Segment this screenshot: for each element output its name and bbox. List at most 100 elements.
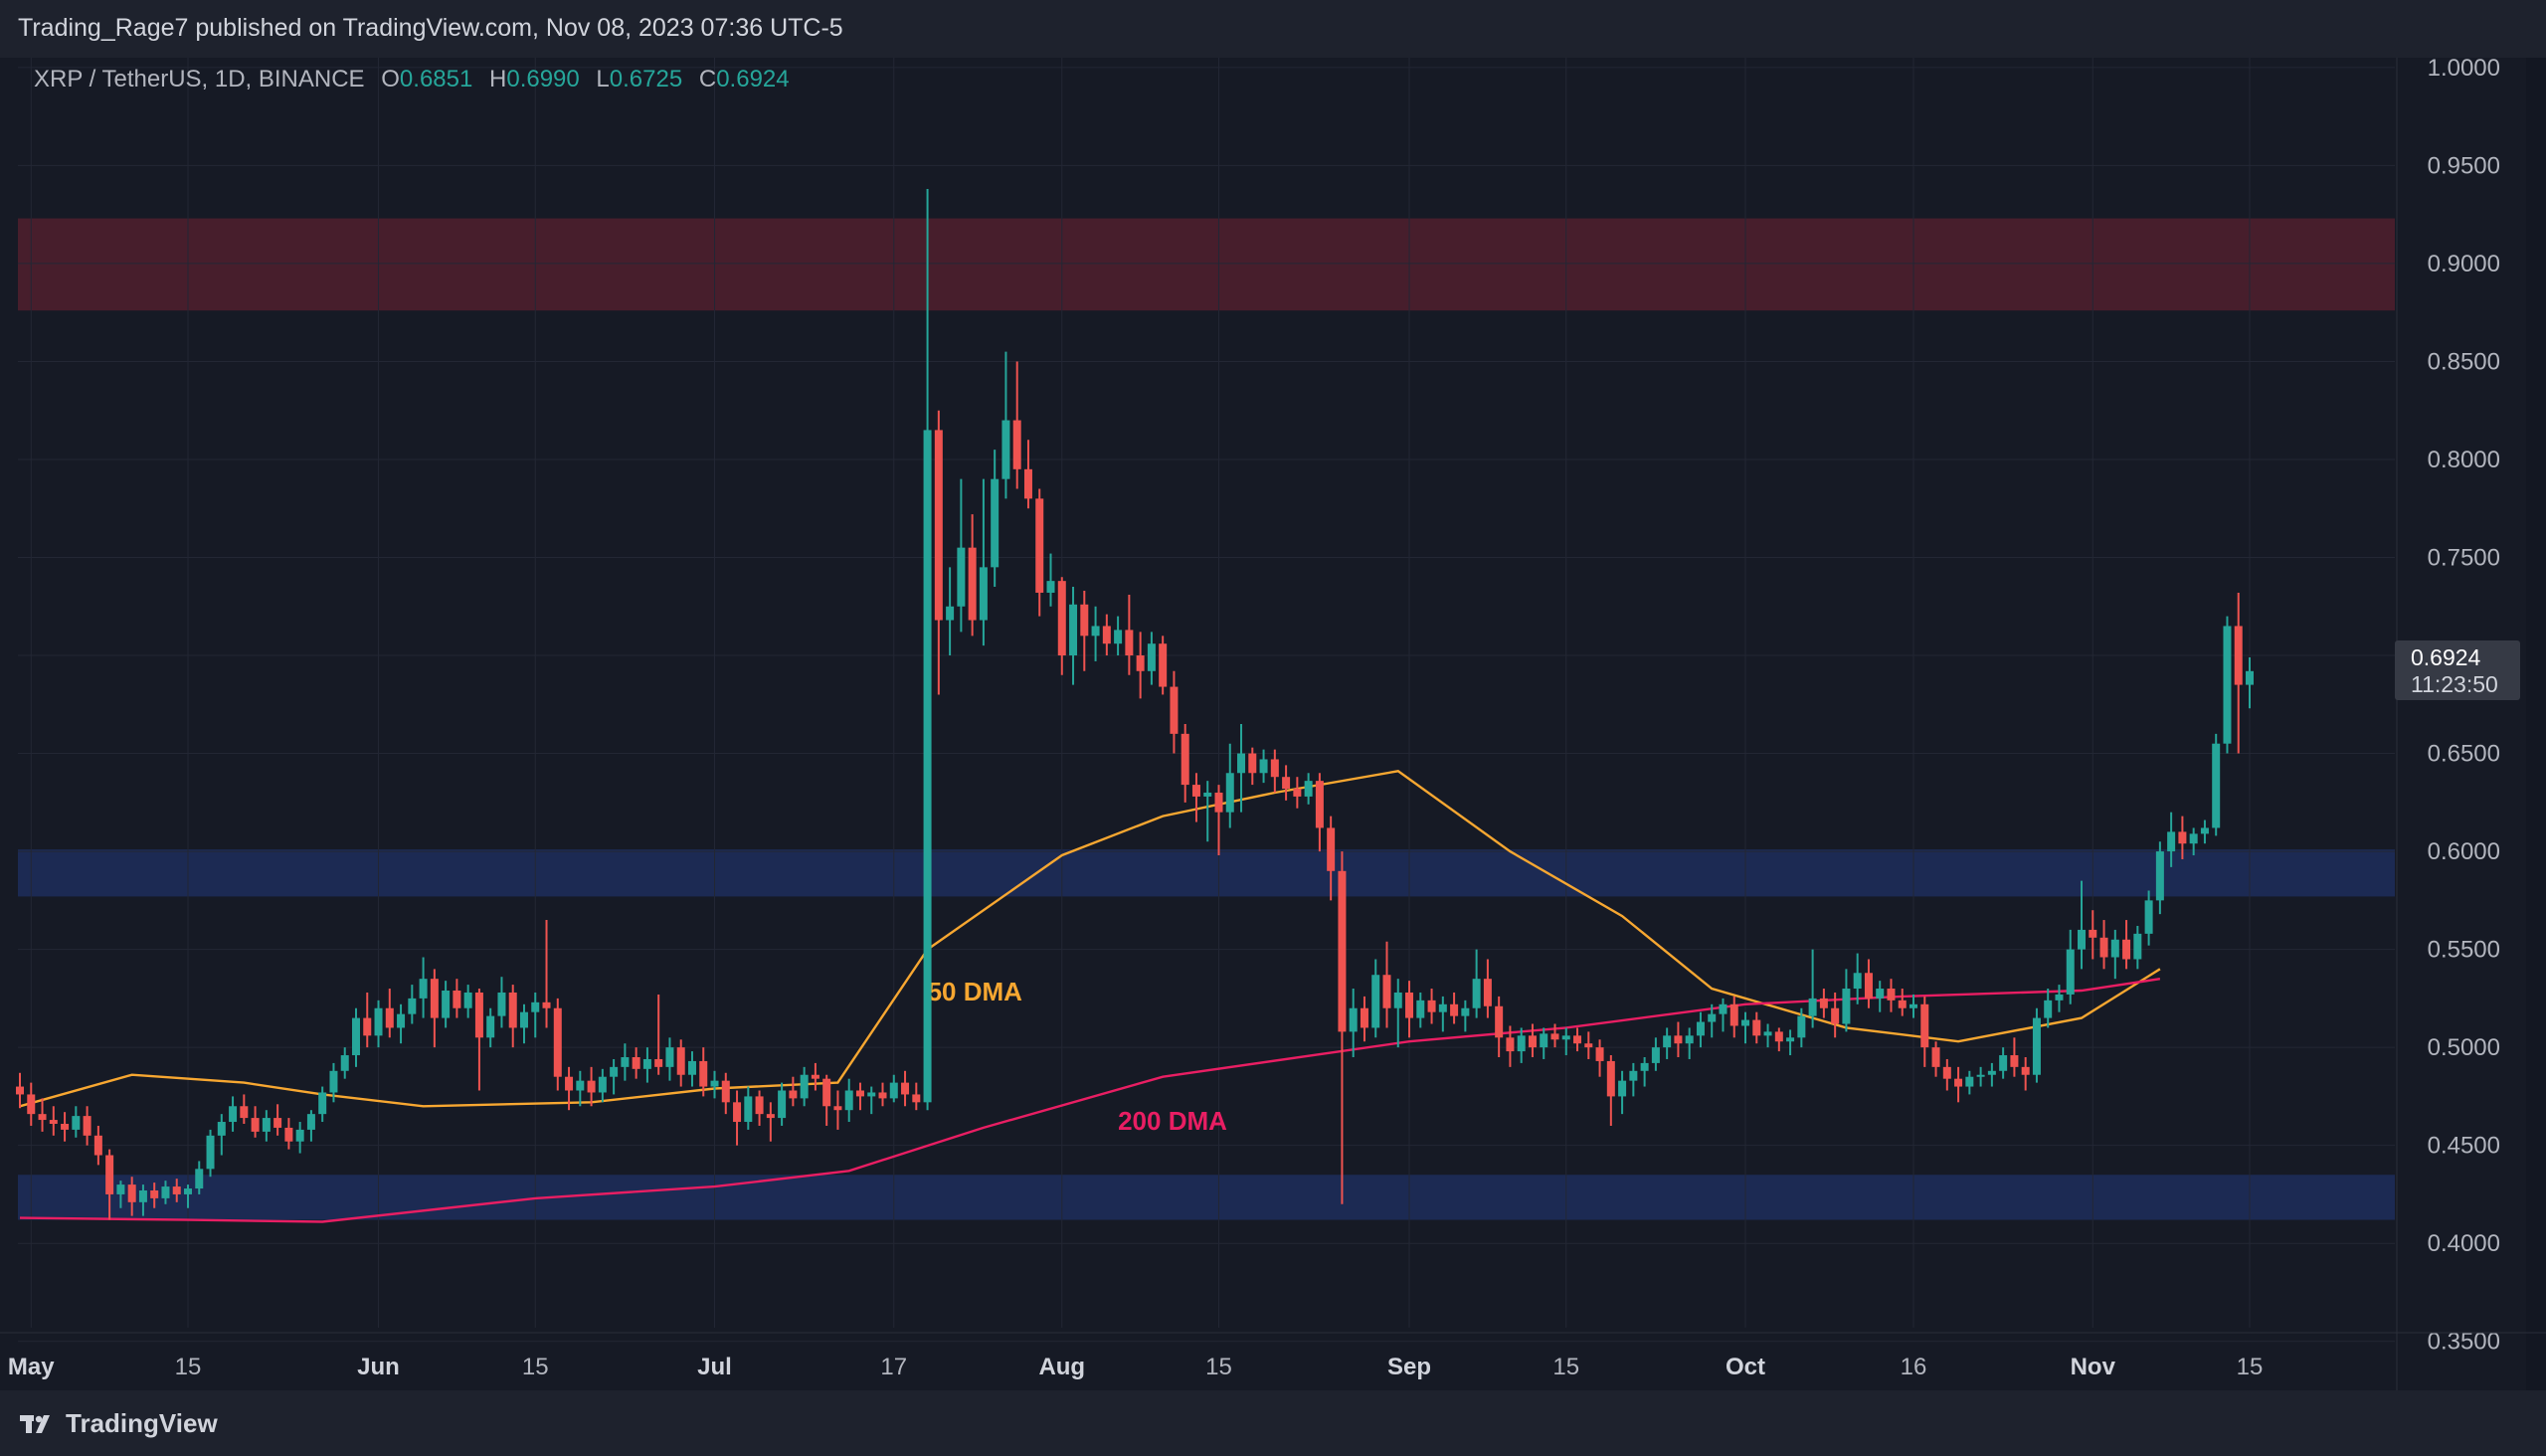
low-label: L <box>596 66 610 92</box>
y-tick-label: 0.8000 <box>2428 447 2500 473</box>
candle-body <box>1819 998 1828 1008</box>
candle-body <box>1987 1070 1996 1075</box>
candle-body <box>687 1060 696 1075</box>
candle-body <box>172 1186 181 1194</box>
candle-body <box>1774 1031 1783 1042</box>
candle-body <box>844 1090 853 1111</box>
candle-body <box>1842 989 1851 1024</box>
support-zone-1 <box>18 849 2395 897</box>
candle-body <box>1114 630 1123 644</box>
candle-body <box>1102 626 1111 644</box>
candle-body <box>1191 785 1200 797</box>
y-tick-label: 0.9000 <box>2428 251 2500 277</box>
candle-body <box>946 606 955 621</box>
y-tick-label: 0.5000 <box>2428 1034 2500 1061</box>
candle-body <box>318 1092 327 1115</box>
candle-body <box>519 1011 528 1028</box>
close-label: C <box>698 66 717 92</box>
candle-body <box>1797 1015 1806 1038</box>
x-tick-label: Nov <box>2071 1354 2116 1380</box>
bar-countdown: 11:23:50 <box>2411 671 2498 697</box>
candle-body <box>442 991 451 1018</box>
candle-body <box>2200 827 2209 834</box>
50-dma-line <box>19 770 2161 1108</box>
candle-body <box>587 1080 596 1093</box>
candle-body <box>1808 998 1817 1016</box>
candle-body <box>2133 933 2142 960</box>
x-tick-label: 15 <box>1552 1354 1579 1380</box>
candle-body <box>1393 992 1402 1008</box>
candle-body <box>610 1066 619 1077</box>
candle-body <box>553 1007 562 1077</box>
candle-body <box>2055 994 2064 1001</box>
candle-body <box>2099 937 2108 958</box>
resistance-zone-0 <box>18 218 2395 311</box>
50-dma-label: 50 DMA <box>928 977 1023 1006</box>
candle-body <box>83 1116 91 1136</box>
candle-body <box>463 992 472 1008</box>
open-label: O <box>381 66 400 92</box>
candle-body <box>2155 851 2164 901</box>
candle-body <box>1685 1035 1694 1044</box>
y-tick-label: 0.5500 <box>2428 937 2500 964</box>
candle-body <box>1517 1035 1526 1052</box>
candle-body <box>979 567 988 621</box>
candle-body <box>474 992 483 1038</box>
candle-body <box>2167 831 2176 852</box>
candle-body <box>2078 929 2087 950</box>
candle-body <box>957 547 966 607</box>
candle-body <box>676 1047 685 1075</box>
candle-body <box>531 1001 540 1012</box>
x-tick-label: 15 <box>175 1354 202 1380</box>
support-zone-2 <box>18 1175 2395 1220</box>
price-chart[interactable]: 50 DMA 200 DMA 1.00000.95000.90000.85000.… <box>0 58 2546 1390</box>
y-tick-label: 0.6000 <box>2428 838 2500 865</box>
published-info: Trading_Rage7 published on TradingView.c… <box>18 14 843 42</box>
candle-body <box>1371 975 1380 1028</box>
candle-body <box>598 1076 607 1093</box>
candle-body <box>1203 792 1212 797</box>
candle-body <box>329 1070 338 1093</box>
tradingview-logo-icon <box>20 1414 50 1433</box>
candle-body <box>789 1090 798 1099</box>
candle-body <box>1920 1003 1929 1048</box>
candle-body <box>351 1017 360 1056</box>
candle-body <box>2246 670 2254 685</box>
candle-body <box>2021 1066 2030 1075</box>
ohlc-legend: XRP / TetherUS, 1D, BINANCE O0.6851 H0.6… <box>34 66 790 93</box>
candle-body <box>1573 1035 1582 1044</box>
candle-body <box>49 1120 58 1124</box>
candle-body <box>1887 989 1896 1001</box>
close-value: 0.6924 <box>716 66 790 92</box>
candle-body <box>284 1127 293 1142</box>
candle-body <box>1293 789 1302 797</box>
candle-body <box>1035 498 1044 593</box>
candle-body <box>16 1086 24 1095</box>
candle-body <box>2223 626 2232 744</box>
candle-body <box>1315 781 1324 828</box>
last-price: 0.6924 <box>2411 644 2481 670</box>
y-tick-label: 0.6500 <box>2428 741 2500 768</box>
candle-body <box>1752 1019 1761 1036</box>
candle-body <box>486 1015 495 1038</box>
candle-body <box>1001 420 1010 479</box>
candle-body <box>867 1092 876 1097</box>
candle-body <box>1304 781 1313 797</box>
candle-body <box>1506 1037 1515 1052</box>
x-tick-label: 15 <box>1205 1354 1232 1380</box>
tradingview-logo[interactable]: TradingView <box>20 1408 218 1439</box>
candle-body <box>1012 420 1021 469</box>
candle-body <box>744 1096 753 1123</box>
x-tick-label: Oct <box>1726 1354 1765 1380</box>
candles-layer <box>16 189 2254 1220</box>
candle-body <box>1550 1033 1559 1040</box>
candle-body <box>1853 973 1862 990</box>
candle-body <box>183 1188 192 1194</box>
candle-body <box>1159 643 1168 687</box>
candle-body <box>1729 1003 1738 1026</box>
200-dma-label: 200 DMA <box>1118 1106 1227 1136</box>
candle-body <box>1495 1005 1504 1038</box>
axis-layer: 1.00000.95000.90000.85000.80000.75000.70… <box>0 58 2546 1390</box>
candle-body <box>800 1074 809 1099</box>
candle-body <box>699 1060 708 1087</box>
